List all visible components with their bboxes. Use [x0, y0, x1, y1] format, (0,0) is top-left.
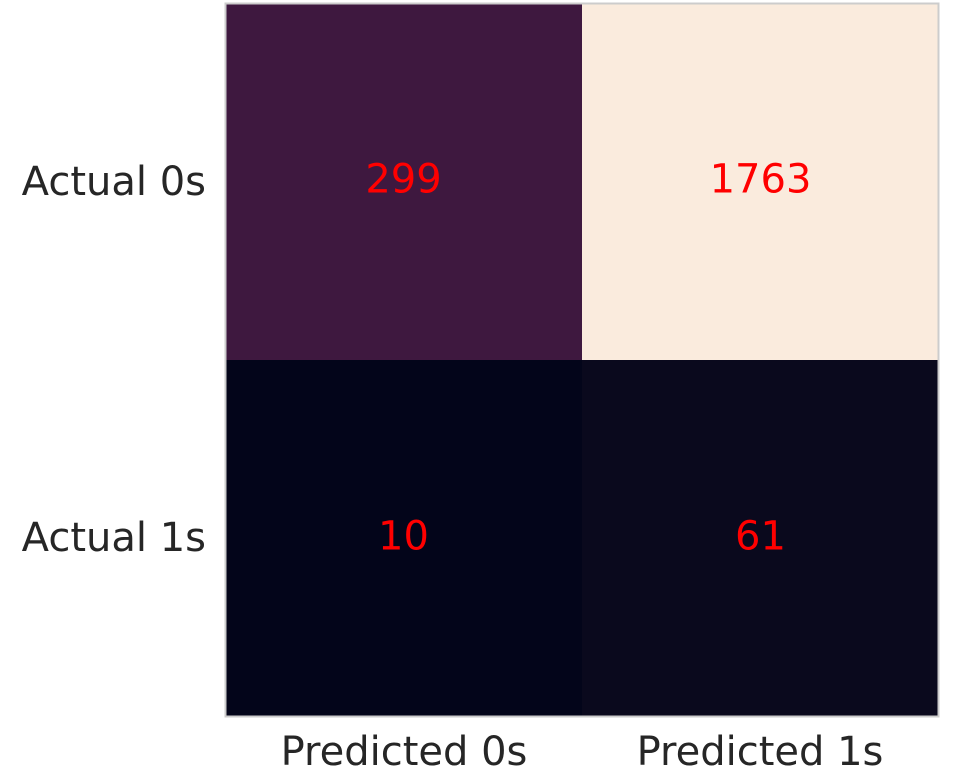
plot-frame [224, 2, 940, 718]
cell-value-r1-c1: 61 [735, 514, 786, 560]
cell-value-r0-c1: 1763 [710, 157, 812, 203]
y-tick-label-actual-0s: Actual 0s [22, 159, 206, 205]
x-tick-label-predicted-1s: Predicted 1s [637, 729, 884, 775]
heatmap-cell-r0-c1 [582, 3, 940, 361]
x-tick-label-predicted-0s: Predicted 0s [281, 729, 528, 775]
heatmap-cell-r1-c1 [582, 360, 940, 718]
cell-value-r1-c0: 10 [378, 514, 429, 560]
heatmap-cell-r1-c0 [225, 360, 583, 718]
x-tick-labels: Predicted 0s Predicted 1s [281, 729, 884, 775]
cell-value-r0-c0: 299 [365, 157, 441, 203]
heatmap-cell-r0-c0 [225, 3, 583, 361]
heatmap-cells [225, 3, 940, 718]
y-tick-labels: Actual 0s Actual 1s [22, 159, 206, 561]
y-tick-label-actual-1s: Actual 1s [22, 515, 206, 561]
cell-annotations: 299 1763 10 61 [365, 157, 811, 560]
